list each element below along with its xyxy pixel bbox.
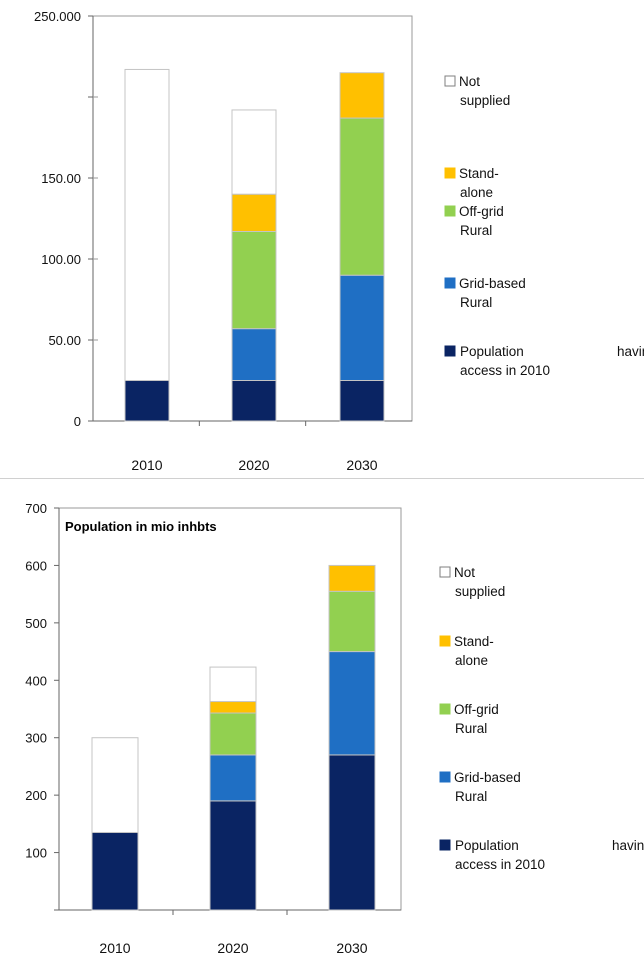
y-tick-label: 100 bbox=[25, 846, 47, 861]
bar-segment bbox=[231, 230, 277, 330]
x-tick-label: 2030 bbox=[336, 940, 367, 956]
chart-divider bbox=[0, 478, 644, 479]
x-tick-label: 2020 bbox=[217, 940, 248, 956]
legend-label: having bbox=[617, 344, 644, 359]
legend-swatch bbox=[444, 277, 456, 289]
legend-swatch bbox=[444, 345, 456, 357]
legend-label: Not bbox=[459, 74, 480, 89]
bar-segment bbox=[339, 117, 385, 276]
x-tick-label: 2020 bbox=[238, 457, 269, 473]
bar-segment bbox=[209, 754, 257, 802]
legend-label: alone bbox=[460, 185, 493, 200]
bar-segment bbox=[209, 800, 257, 911]
bar-segment bbox=[339, 274, 385, 382]
legend-swatch bbox=[444, 205, 456, 217]
bar-segment bbox=[328, 754, 376, 911]
legend-label: Rural bbox=[455, 789, 487, 804]
legend-swatch bbox=[439, 566, 451, 578]
bar-segment bbox=[328, 651, 376, 756]
legend-label: Stand- bbox=[459, 166, 499, 181]
legend-label: Grid-based bbox=[454, 770, 521, 785]
legend-label: Stand- bbox=[454, 634, 494, 649]
y-tick-label: 300 bbox=[25, 731, 47, 746]
legend-label: Rural bbox=[455, 721, 487, 736]
bar-segment bbox=[124, 380, 170, 422]
chart-bottom: 100 200 300 400 500 600 700 Population in mio i… bbox=[25, 501, 644, 956]
bar-segment bbox=[209, 712, 257, 756]
bar-segment bbox=[328, 564, 376, 592]
legend-label: supplied bbox=[455, 584, 505, 599]
y-tick-label: 600 bbox=[25, 558, 47, 573]
bar-segment bbox=[339, 380, 385, 422]
bar-segment bbox=[209, 666, 257, 703]
bar-segment bbox=[91, 831, 139, 911]
bar-segment bbox=[328, 590, 376, 653]
chart-title: Population in mio inhbts bbox=[65, 519, 217, 534]
y-tick-label: 100.00 bbox=[41, 252, 81, 267]
legend-swatch bbox=[439, 839, 451, 851]
bar-segment bbox=[231, 328, 277, 382]
chart-top: 0 50.00 100.00 150.00 250.000 2010 2020 2030 Not… bbox=[34, 9, 644, 473]
legend-label: Grid-based bbox=[459, 276, 526, 291]
legend-label: access in 2010 bbox=[460, 363, 550, 378]
legend-label: supplied bbox=[460, 93, 510, 108]
legend-label: Off-grid bbox=[459, 204, 504, 219]
y-tick-label: 700 bbox=[25, 501, 47, 516]
legend-label: Population bbox=[455, 838, 519, 853]
x-tick-label: 2010 bbox=[131, 457, 162, 473]
legend-label: Population bbox=[460, 344, 524, 359]
bar-segment bbox=[124, 68, 170, 382]
legend-swatch bbox=[439, 771, 451, 783]
y-tick-label: 150.00 bbox=[41, 171, 81, 186]
legend-swatch bbox=[439, 635, 451, 647]
y-tick-label: 500 bbox=[25, 616, 47, 631]
y-tick-label: 0 bbox=[74, 414, 81, 429]
legend-label: Rural bbox=[460, 295, 492, 310]
legend-swatch bbox=[444, 167, 456, 179]
legend-label: access in 2010 bbox=[455, 857, 545, 872]
bar-segment bbox=[209, 701, 257, 714]
bar-segment bbox=[339, 72, 385, 119]
bar-segment bbox=[231, 109, 277, 195]
y-tick-label: 400 bbox=[25, 673, 47, 688]
x-tick-label: 2010 bbox=[99, 940, 130, 956]
legend-label: Off-grid bbox=[454, 702, 499, 717]
y-tick-label: 50.00 bbox=[48, 333, 81, 348]
legend-label: alone bbox=[455, 653, 488, 668]
legend-label: having bbox=[612, 838, 644, 853]
y-tick-label: 200 bbox=[25, 788, 47, 803]
y-tick-label: 250.000 bbox=[34, 9, 81, 24]
legend-swatch bbox=[444, 75, 456, 87]
bar-segment bbox=[231, 380, 277, 422]
legend-label: Not bbox=[454, 565, 475, 580]
x-tick-label: 2030 bbox=[346, 457, 377, 473]
bar-segment bbox=[91, 737, 139, 833]
legend-swatch bbox=[439, 703, 451, 715]
bar-segment bbox=[231, 193, 277, 232]
legend-label: Rural bbox=[460, 223, 492, 238]
